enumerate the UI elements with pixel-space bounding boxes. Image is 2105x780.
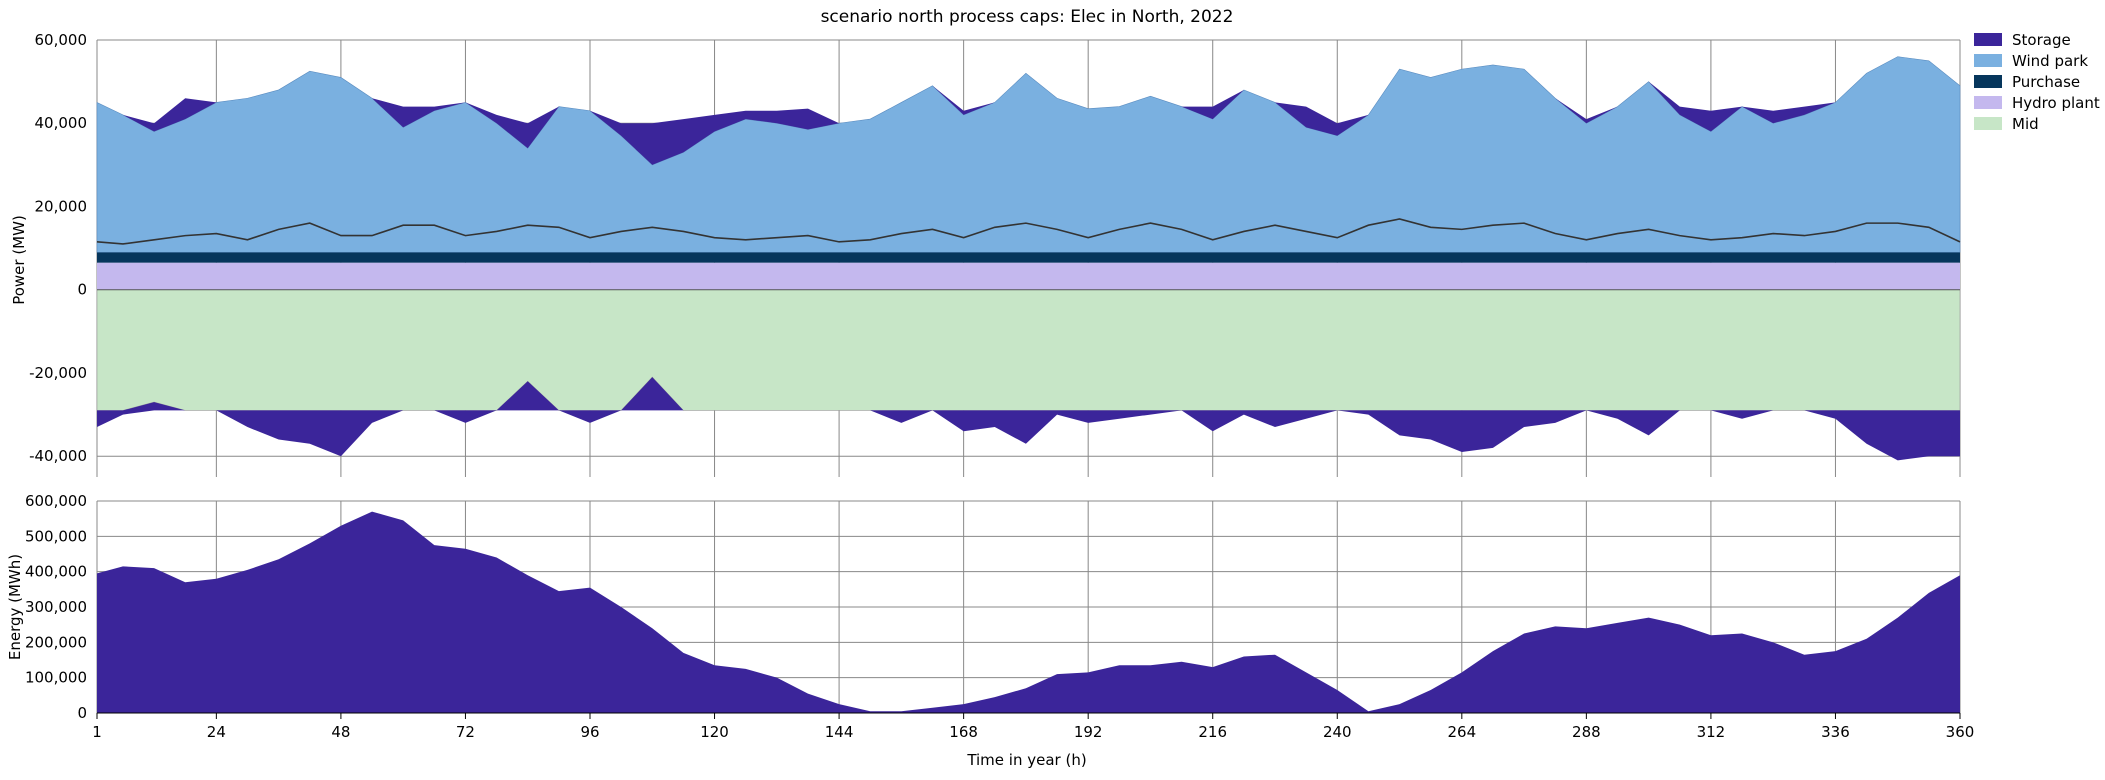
energy-y-tick-label: 100,000	[25, 669, 87, 687]
purchase-area	[97, 252, 1960, 263]
energy-y-tick-label: 0	[77, 704, 87, 722]
x-tick-label: 1	[92, 723, 102, 741]
energy-y-tick-label: 600,000	[25, 492, 87, 510]
x-axis-label: Time in year (h)	[966, 751, 1086, 769]
power-y-tick-label: -40,000	[29, 447, 87, 465]
power-y-axis-label: Power (MW)	[10, 215, 28, 305]
power-panel: -40,000 -20,000 0 20,000 40,000 60,000	[29, 31, 1961, 477]
legend-swatch	[1974, 33, 2002, 46]
power-y-tick-label: 20,000	[35, 197, 88, 215]
energy-y-axis-label: Energy (MWh)	[6, 554, 24, 660]
x-tick-label: 192	[1074, 723, 1103, 741]
legend-swatch	[1974, 96, 2002, 109]
energy-y-tick-label: 300,000	[25, 598, 87, 616]
legend-label: Storage	[2012, 31, 2071, 49]
storage-charge-area	[97, 377, 1960, 461]
x-tick-label: 288	[1572, 723, 1601, 741]
x-tick-label: 360	[1946, 723, 1975, 741]
storage-energy-area	[97, 511, 1960, 713]
x-tick-label: 312	[1697, 723, 1726, 741]
hydro-plant-area	[97, 262, 1960, 290]
demand-line	[96, 218, 1961, 245]
x-tick-label: 336	[1821, 723, 1850, 741]
x-tick-label: 144	[825, 723, 854, 741]
legend-label: Hydro plant	[2012, 94, 2100, 112]
energy-y-tick-label: 500,000	[25, 527, 87, 545]
x-tick-label: 168	[949, 723, 978, 741]
power-y-tick-label: 0	[77, 281, 87, 299]
power-y-tick-label: 60,000	[35, 31, 88, 49]
x-tick-label: 240	[1323, 723, 1352, 741]
x-tick-label: 216	[1198, 723, 1227, 741]
x-tick-label: 264	[1447, 723, 1476, 741]
legend-label: Mid	[2012, 115, 2039, 133]
power-y-tick-label: -20,000	[29, 364, 87, 382]
legend-swatch	[1974, 117, 2002, 130]
mid-area	[96, 289, 1961, 411]
legend-swatch	[1974, 75, 2002, 88]
x-tick-label: 24	[207, 723, 226, 741]
chart-title: scenario north process caps: Elec in Nor…	[821, 7, 1234, 27]
x-tick-label: 48	[331, 723, 350, 741]
x-tick-label: 72	[456, 723, 475, 741]
chart-legend: Storage Wind park Purchase Hydro plant Mid	[1974, 31, 2100, 133]
energy-y-tick-label: 200,000	[25, 633, 87, 651]
x-tick-label: 120	[700, 723, 729, 741]
power-y-tick-label: 40,000	[35, 114, 88, 132]
x-tick-label: 96	[580, 723, 599, 741]
legend-label: Purchase	[2012, 73, 2080, 91]
energy-y-tick-label: 400,000	[25, 563, 87, 581]
legend-swatch	[1974, 54, 2002, 67]
legend-label: Wind park	[2012, 52, 2088, 70]
energy-panel: 0 100,000 200,000 300,000 400,000 500,000 600,…	[25, 492, 1974, 741]
